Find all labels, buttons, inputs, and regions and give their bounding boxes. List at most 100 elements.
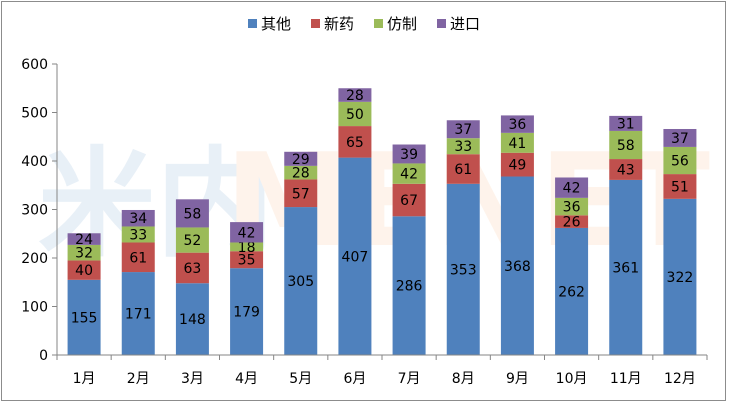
data-label: 33 [129, 227, 147, 243]
data-label: 361 [612, 260, 639, 276]
data-label: 39 [400, 147, 418, 163]
y-axis: 0 100 200 300 400 500 600 [21, 57, 58, 364]
bar-segment [446, 138, 480, 155]
bar-segment [500, 132, 534, 153]
data-label: 37 [454, 122, 472, 138]
data-label: 322 [667, 270, 694, 286]
bar-segment [284, 207, 318, 355]
legend-label: 新药 [324, 15, 354, 33]
data-label: 179 [233, 305, 260, 321]
y-tick-label: 0 [39, 348, 48, 364]
data-label: 33 [454, 139, 472, 155]
x-tick-label: 3月 [181, 371, 204, 387]
bar-segment [284, 179, 318, 208]
data-label: 61 [129, 250, 147, 266]
bar-segment [500, 152, 534, 177]
bar-segment [555, 197, 589, 216]
data-label: 29 [292, 152, 310, 168]
legend-swatch [311, 19, 320, 28]
x-tick-label: 10月 [556, 371, 588, 387]
data-label: 148 [179, 312, 206, 328]
bar-segment [230, 222, 264, 243]
data-label: 65 [346, 135, 364, 151]
data-label: 50 [346, 107, 364, 123]
data-label: 28 [292, 166, 310, 182]
data-label: 43 [617, 162, 635, 178]
bar-segment [663, 128, 697, 147]
bar-segment [338, 126, 372, 158]
bar-segment [338, 101, 372, 127]
legend-label: 进口 [450, 15, 480, 33]
bar-segment [555, 177, 589, 198]
bar-segment [446, 183, 480, 355]
y-tick-label: 300 [21, 203, 48, 219]
data-label: 41 [509, 136, 527, 152]
data-label: 262 [558, 284, 585, 300]
bar-segment [500, 115, 534, 133]
data-label: 368 [504, 259, 531, 275]
bar-segment [67, 233, 101, 245]
data-label: 52 [184, 233, 202, 249]
data-label: 18 [238, 240, 256, 256]
bar-segment [67, 260, 101, 280]
bar-segment [392, 183, 426, 217]
bar-segment [175, 227, 209, 253]
data-label: 36 [563, 200, 581, 216]
data-label: 353 [450, 262, 477, 278]
bar-segment [121, 272, 155, 355]
bar-segment [609, 159, 643, 180]
bar-segment [230, 242, 264, 252]
data-label: 305 [287, 274, 314, 290]
bar-segment [663, 174, 697, 199]
bar-segment [500, 176, 534, 355]
x-tick-label: 2月 [127, 371, 150, 387]
x-tick-label: 7月 [398, 371, 421, 387]
data-label: 51 [671, 179, 689, 195]
data-label: 35 [238, 253, 256, 269]
data-label: 40 [75, 263, 93, 279]
bar-segment [121, 226, 155, 243]
legend: 其他 新药 仿制 进口 [248, 15, 480, 33]
data-label: 31 [617, 116, 635, 132]
bar-segment [284, 151, 318, 166]
bar-segment [121, 242, 155, 273]
data-label: 49 [509, 158, 527, 174]
bar-segment [67, 244, 101, 261]
data-label: 407 [342, 249, 369, 265]
x-tick-label: 5月 [289, 371, 312, 387]
x-axis: 1月 2月 3月 4月 5月 6月 7月 8月 9月 10月 11月 12月 [56, 354, 708, 387]
bar-segment [175, 199, 209, 228]
y-tick-label: 500 [21, 106, 48, 122]
bars: 1554032241716133341486352581793518423055… [67, 88, 697, 355]
data-label: 57 [292, 186, 310, 202]
bar-segment [67, 279, 101, 355]
data-label: 58 [184, 206, 202, 222]
bar-segment [392, 216, 426, 355]
data-label: 171 [125, 307, 152, 323]
x-tick-label: 9月 [506, 371, 529, 387]
bar-segment [392, 144, 426, 164]
data-label: 67 [400, 193, 418, 209]
data-label: 28 [346, 88, 364, 104]
data-label: 32 [75, 246, 93, 262]
data-label: 63 [184, 261, 202, 277]
data-label: 42 [400, 167, 418, 183]
legend-label: 其他 [261, 15, 291, 33]
x-tick-label: 4月 [235, 371, 258, 387]
x-tick-label: 6月 [343, 371, 366, 387]
bar-segment [175, 252, 209, 284]
x-tick-label: 1月 [73, 371, 96, 387]
bar-segment [392, 163, 426, 184]
data-label: 37 [671, 131, 689, 147]
bar-segment [446, 120, 480, 139]
bar-segment [230, 268, 264, 355]
data-label: 34 [129, 211, 147, 227]
x-tick-label: 8月 [452, 371, 475, 387]
x-tick-label: 11月 [610, 371, 642, 387]
data-label: 58 [617, 138, 635, 154]
bar-segment [338, 88, 372, 102]
y-tick-label: 200 [21, 251, 48, 267]
bar-segment [609, 115, 643, 131]
legend-swatch [437, 19, 446, 28]
